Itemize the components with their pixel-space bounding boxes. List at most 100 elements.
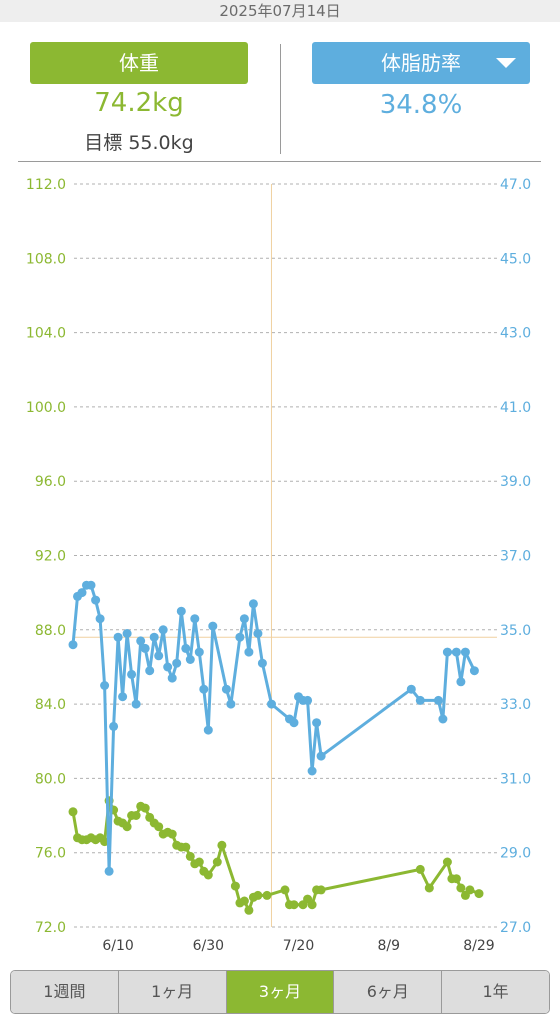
body-fat-dropdown[interactable]: 体脂肪率 [312, 42, 530, 84]
weight-data-point[interactable] [185, 851, 195, 861]
body-fat-data-point[interactable] [267, 699, 276, 709]
body-fat-data-point[interactable] [68, 640, 78, 650]
tab-1-month[interactable]: 1ヶ月 [118, 971, 227, 1013]
weight-data-point[interactable] [68, 807, 78, 817]
body-fat-data-point[interactable] [438, 714, 448, 724]
y-right-tick-label: 31.0 [500, 771, 531, 787]
body-fat-data-point[interactable] [221, 684, 231, 694]
weight-data-point[interactable] [262, 890, 272, 900]
body-fat-data-point[interactable] [433, 695, 443, 705]
body-fat-data-point[interactable] [199, 684, 209, 694]
body-fat-data-point[interactable] [239, 614, 249, 624]
weight-data-point[interactable] [194, 857, 204, 867]
weight-data-point[interactable] [280, 885, 290, 895]
body-fat-data-point[interactable] [136, 636, 146, 646]
body-fat-data-point[interactable] [303, 695, 313, 705]
x-tick-label: 6/10 [102, 938, 133, 954]
weight-data-point[interactable] [203, 870, 213, 880]
x-tick-label: 6/30 [193, 938, 224, 954]
body-fat-data-point[interactable] [77, 588, 87, 598]
weight-data-point[interactable] [239, 896, 249, 906]
weight-data-point[interactable] [451, 874, 461, 884]
body-fat-data-point[interactable] [456, 677, 466, 687]
body-fat-data-point[interactable] [154, 651, 164, 661]
weight-data-point[interactable] [230, 881, 240, 891]
weight-data-point[interactable] [442, 857, 452, 867]
body-fat-data-point[interactable] [113, 632, 123, 642]
y-right-tick-label: 35.0 [500, 623, 531, 639]
y-left-tick-label: 100.0 [26, 400, 66, 416]
body-fat-data-point[interactable] [127, 669, 137, 679]
body-fat-data-point[interactable] [248, 599, 258, 609]
body-fat-data-point[interactable] [149, 632, 159, 642]
body-fat-data-point[interactable] [244, 647, 254, 657]
weight-data-point[interactable] [212, 857, 222, 867]
body-fat-data-point[interactable] [460, 647, 470, 657]
body-fat-data-point[interactable] [185, 655, 195, 664]
weight-data-point[interactable] [154, 822, 164, 832]
tab-1-week[interactable]: 1週間 [11, 971, 119, 1013]
weight-tab-button[interactable]: 体重 [30, 42, 248, 84]
weight-data-point[interactable] [167, 829, 177, 839]
body-fat-data-point[interactable] [316, 751, 326, 761]
y-right-tick-label: 47.0 [500, 177, 531, 193]
body-fat-data-point[interactable] [91, 595, 101, 605]
header-divider [18, 161, 541, 162]
body-fat-data-point[interactable] [145, 666, 155, 676]
body-fat-data-point[interactable] [253, 629, 263, 638]
weight-data-point[interactable] [415, 864, 425, 874]
body-fat-data-point[interactable] [118, 692, 128, 702]
body-fat-data-point[interactable] [158, 625, 168, 635]
body-fat-data-point[interactable] [442, 647, 452, 657]
weight-data-point[interactable] [307, 900, 317, 910]
body-fat-data-point[interactable] [104, 866, 114, 876]
weight-data-point[interactable] [244, 905, 254, 915]
weight-data-point[interactable] [140, 803, 150, 813]
y-right-tick-label: 29.0 [500, 846, 531, 862]
body-fat-data-point[interactable] [181, 643, 191, 653]
body-fat-data-point[interactable] [167, 673, 177, 683]
body-fat-data-point[interactable] [163, 662, 173, 672]
body-fat-data-point[interactable] [235, 632, 245, 642]
weight-data-point[interactable] [122, 822, 132, 832]
weight-data-point[interactable] [465, 885, 475, 895]
weight-data-point[interactable] [131, 811, 141, 820]
body-fat-data-point[interactable] [203, 725, 213, 735]
y-left-tick-label: 80.0 [35, 771, 66, 787]
x-tick-label: 8/9 [377, 938, 400, 954]
tab-1-year[interactable]: 1年 [442, 971, 549, 1013]
body-fat-label: 体脂肪率 [381, 51, 461, 75]
body-fat-data-point[interactable] [406, 684, 416, 694]
body-fat-data-point[interactable] [140, 643, 150, 653]
body-fat-data-point[interactable] [131, 699, 141, 709]
weight-data-point[interactable] [289, 900, 299, 910]
body-fat-data-point[interactable] [100, 681, 110, 690]
weight-data-point[interactable] [316, 885, 326, 895]
body-fat-data-point[interactable] [95, 614, 105, 624]
body-fat-data-point[interactable] [194, 647, 204, 657]
body-fat-data-point[interactable] [176, 606, 186, 616]
weight-data-point[interactable] [253, 890, 263, 900]
body-fat-data-point[interactable] [312, 718, 322, 728]
body-fat-data-point[interactable] [109, 721, 119, 731]
body-fat-data-point[interactable] [451, 647, 461, 657]
body-fat-data-point[interactable] [208, 621, 218, 631]
body-fat-data-point[interactable] [122, 629, 132, 638]
body-fat-data-point[interactable] [226, 699, 236, 709]
tab-3-months[interactable]: 3ヶ月 [226, 971, 335, 1013]
body-fat-data-point[interactable] [190, 614, 200, 624]
body-fat-data-point[interactable] [469, 666, 479, 676]
body-fat-data-point[interactable] [86, 580, 96, 590]
tab-6-months[interactable]: 6ヶ月 [334, 971, 443, 1013]
weight-data-point[interactable] [217, 840, 227, 850]
weight-data-point[interactable] [424, 883, 434, 893]
body-fat-data-point[interactable] [289, 718, 299, 728]
weight-fat-chart[interactable]: 72.0 76.0 80.0 84.0 88.0 92.0 96.0 100.0 104.0 10… [0, 170, 560, 960]
body-fat-data-point[interactable] [257, 658, 267, 668]
weight-data-point[interactable] [181, 842, 191, 852]
weight-data-point[interactable] [456, 883, 466, 893]
body-fat-data-point[interactable] [307, 766, 317, 776]
weight-data-point[interactable] [474, 889, 484, 899]
body-fat-data-point[interactable] [172, 658, 182, 668]
body-fat-data-point[interactable] [415, 695, 425, 705]
